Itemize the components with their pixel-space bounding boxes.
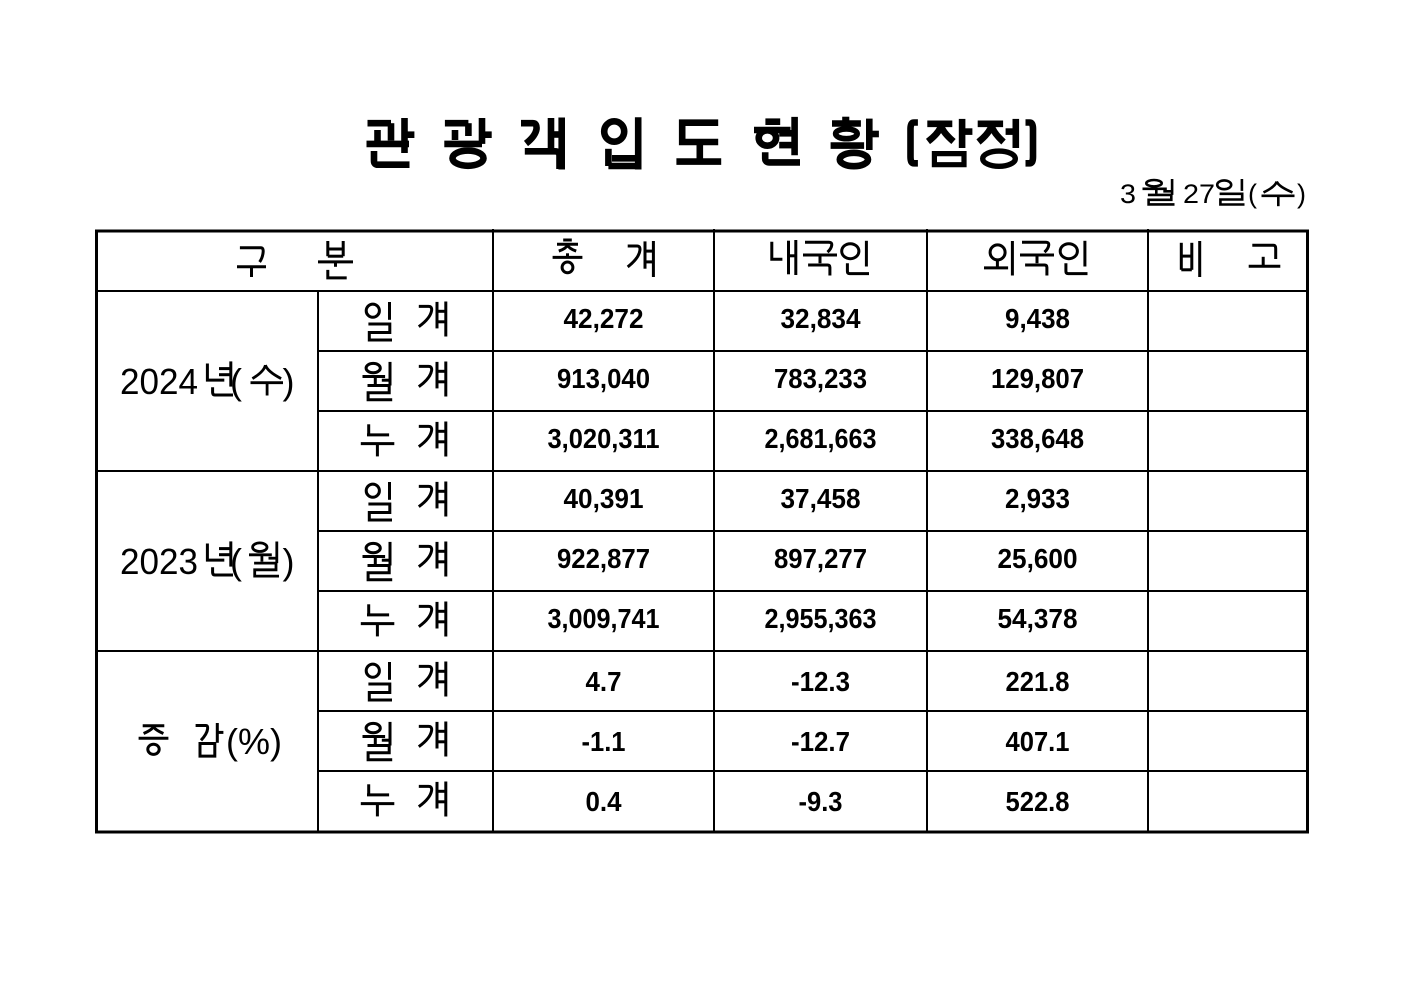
svg-text:922,877: 922,877 [557,543,650,574]
svg-text:42,272: 42,272 [564,303,644,334]
svg-text:25,600: 25,600 [998,543,1078,574]
svg-text:(: ( [1248,179,1257,209]
svg-text:(: ( [230,361,242,402]
svg-text:338,648: 338,648 [991,423,1084,454]
svg-text:913,040: 913,040 [557,363,650,394]
svg-text:9,438: 9,438 [1005,303,1070,334]
svg-text:): ) [1297,179,1306,209]
svg-text:37,458: 37,458 [781,483,861,514]
svg-text:3,020,311: 3,020,311 [548,423,660,454]
svg-text:-12.3: -12.3 [791,666,850,697]
svg-text:2,681,663: 2,681,663 [765,423,877,454]
svg-text:2024: 2024 [120,361,198,402]
svg-text:): ) [283,541,295,582]
svg-text:54,378: 54,378 [998,603,1078,634]
svg-text:4.7: 4.7 [586,666,622,697]
svg-text:-1.1: -1.1 [582,726,626,757]
svg-text:2,933: 2,933 [1005,483,1070,514]
svg-text:40,391: 40,391 [564,483,644,514]
svg-text:27: 27 [1183,179,1215,209]
svg-text:407.1: 407.1 [1006,726,1070,757]
svg-text:(%): (%) [226,721,282,762]
svg-text:-12.7: -12.7 [791,726,850,757]
svg-text:3: 3 [1120,179,1136,209]
svg-text:0.4: 0.4 [586,786,623,817]
svg-text:): ) [283,361,295,402]
svg-text:-9.3: -9.3 [799,786,843,817]
svg-text:783,233: 783,233 [774,363,867,394]
svg-text:3,009,741: 3,009,741 [548,603,660,634]
svg-text:2023: 2023 [120,541,198,582]
svg-text:2,955,363: 2,955,363 [765,603,877,634]
svg-text:522.8: 522.8 [1006,786,1070,817]
svg-text:32,834: 32,834 [781,303,862,334]
svg-text:(: ( [230,541,242,582]
svg-text:221.8: 221.8 [1006,666,1070,697]
svg-text:897,277: 897,277 [774,543,867,574]
svg-text:129,807: 129,807 [991,363,1084,394]
